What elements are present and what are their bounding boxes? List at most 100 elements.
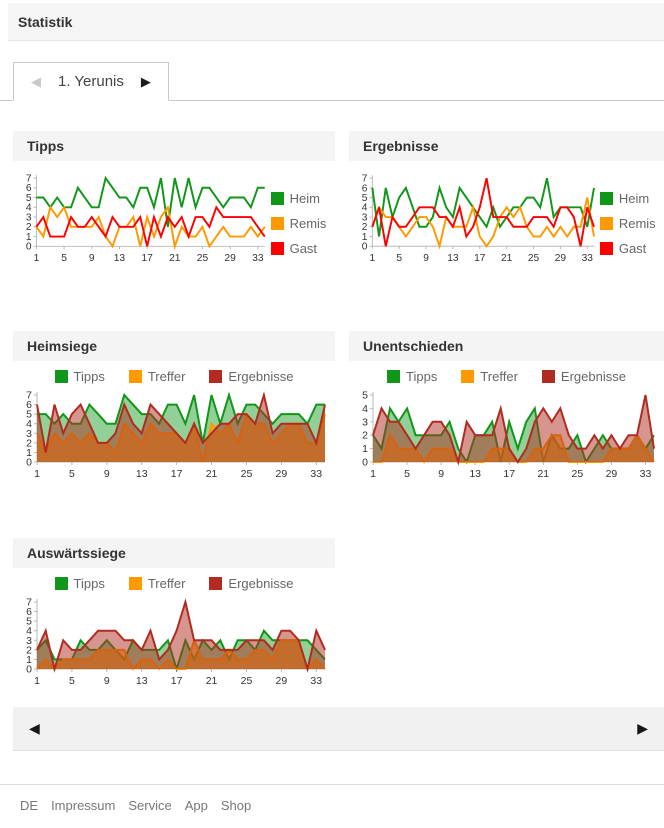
svg-text:13: 13 [447, 253, 459, 264]
prev-page-icon[interactable]: ◀ [29, 720, 40, 736]
svg-text:5: 5 [404, 468, 410, 480]
svg-text:9: 9 [104, 675, 110, 687]
svg-text:9: 9 [104, 468, 110, 480]
svg-text:33: 33 [640, 468, 652, 480]
gast-swatch-icon [599, 242, 613, 255]
svg-text:5: 5 [69, 675, 75, 687]
svg-text:21: 21 [206, 468, 218, 480]
chart-row-2: Heimsiege Tipps Treffer [13, 331, 664, 484]
svg-text:5: 5 [26, 409, 32, 421]
svg-text:3: 3 [362, 416, 368, 428]
svg-text:29: 29 [276, 468, 288, 480]
footer-link-impressum[interactable]: Impressum [51, 798, 116, 813]
legend-item-gast: Gast [270, 241, 335, 256]
panel-title: Tipps [27, 138, 65, 154]
tab-yerunis[interactable]: ◀ 1. Yerunis ▶ [13, 62, 169, 101]
svg-text:0: 0 [26, 457, 32, 469]
panel-title: Ergebnisse [363, 138, 439, 154]
tipps-legend: Heim Remis Gast [270, 169, 335, 269]
panel-ergebnisse-header: Ergebnisse [349, 131, 664, 161]
svg-text:29: 29 [276, 675, 288, 687]
legend-label: Ergebnisse [560, 369, 626, 384]
auswaertssiege-legend: Tipps Treffer Ergebnisse [13, 576, 335, 591]
next-page-icon[interactable]: ▶ [637, 720, 648, 736]
svg-text:9: 9 [438, 468, 444, 480]
svg-text:0: 0 [26, 664, 32, 676]
legend-item-ergebnisse: Ergebnisse [209, 369, 293, 384]
svg-text:17: 17 [474, 253, 486, 264]
tipps-swatch-icon [387, 370, 401, 383]
svg-text:2: 2 [26, 644, 32, 656]
footer: DE Impressum Service App Shop [0, 784, 664, 827]
svg-text:29: 29 [606, 468, 618, 480]
legend-item-ergebnisse: Ergebnisse [541, 369, 626, 384]
svg-text:9: 9 [89, 253, 95, 264]
legend-item-heim: Heim [270, 191, 335, 206]
footer-link-service[interactable]: Service [128, 798, 172, 813]
pagination-bar: ◀ ▶ [13, 707, 664, 751]
panel-title: Auswärtssiege [27, 545, 126, 561]
svg-text:3: 3 [26, 635, 32, 647]
panel-auswaertssiege: Auswärtssiege Tipps Treffer [13, 538, 335, 691]
svg-text:1: 1 [369, 253, 375, 264]
charts-section: Tipps 0 1 2 3 4 5 6 7 1 5 9 13 17 21 25 29 33 Heim Remis [13, 131, 664, 691]
legend-item-tipps: Tipps [54, 576, 105, 591]
svg-text:3: 3 [26, 212, 32, 223]
legend-item-treffer: Treffer [128, 576, 186, 591]
unentschieden-legend: Tipps Treffer Ergebnisse [349, 369, 664, 384]
legend-label: Treffer [147, 576, 186, 591]
svg-text:3: 3 [26, 428, 32, 440]
remis-swatch-icon [599, 217, 613, 230]
chart-row-3: Auswärtssiege Tipps Treffer [13, 538, 664, 691]
svg-text:4: 4 [362, 403, 368, 415]
svg-text:7: 7 [26, 390, 32, 402]
svg-text:2: 2 [362, 222, 368, 233]
svg-text:6: 6 [362, 183, 368, 194]
svg-text:1: 1 [370, 468, 376, 480]
tab-strip: ◀ 1. Yerunis ▶ [0, 62, 664, 101]
svg-text:21: 21 [537, 468, 549, 480]
svg-text:17: 17 [141, 253, 153, 264]
legend-label: Ergebnisse [228, 576, 294, 591]
footer-link-app[interactable]: App [184, 798, 208, 813]
legend-label: Treffer [480, 369, 518, 384]
footer-link-shop[interactable]: Shop [220, 798, 252, 813]
svg-text:0: 0 [26, 242, 32, 253]
svg-text:21: 21 [206, 675, 218, 687]
svg-text:13: 13 [114, 253, 126, 264]
ergebnisse-legend: Heim Remis Gast [599, 169, 664, 269]
svg-text:1: 1 [34, 253, 40, 264]
svg-text:7: 7 [362, 174, 368, 185]
svg-text:5: 5 [362, 390, 368, 402]
panel-ergebnisse: Ergebnisse 0 1 2 3 4 5 6 7 1 5 9 13 17 21 25 29 33 Heim … [349, 131, 664, 269]
page-title: Statistik [18, 13, 73, 30]
tab-next-icon[interactable]: ▶ [140, 73, 151, 89]
legend-label: Gast [618, 241, 647, 256]
ergebnisse-swatch-icon [209, 370, 223, 383]
svg-text:6: 6 [26, 606, 32, 618]
footer-link-de[interactable]: DE [20, 798, 39, 813]
legend-label: Heim [618, 191, 650, 206]
tab-prev-icon[interactable]: ◀ [31, 73, 41, 89]
panel-auswaertssiege-body: Tipps Treffer Ergebnisse 0 1 2 3 4 5 6 7 1 5 9 13 17… [13, 576, 335, 691]
svg-text:5: 5 [396, 253, 402, 264]
tab-label: 1. Yerunis [58, 73, 124, 90]
svg-text:21: 21 [169, 253, 181, 264]
ergebnisse-swatch-icon [541, 370, 555, 383]
svg-text:5: 5 [362, 193, 368, 204]
svg-text:29: 29 [555, 253, 567, 264]
panel-tipps-body: 0 1 2 3 4 5 6 7 1 5 9 13 17 21 25 29 33 Heim Remis Ga [13, 169, 335, 269]
svg-text:7: 7 [26, 173, 32, 184]
legend-label: Ergebnisse [228, 369, 294, 384]
svg-text:3: 3 [362, 212, 368, 223]
svg-text:1: 1 [26, 654, 32, 666]
legend-item-heim: Heim [599, 191, 664, 206]
svg-text:1: 1 [26, 447, 32, 459]
panel-tipps-header: Tipps [13, 131, 335, 161]
svg-text:2: 2 [26, 437, 32, 449]
legend-label: Heim [289, 191, 320, 206]
